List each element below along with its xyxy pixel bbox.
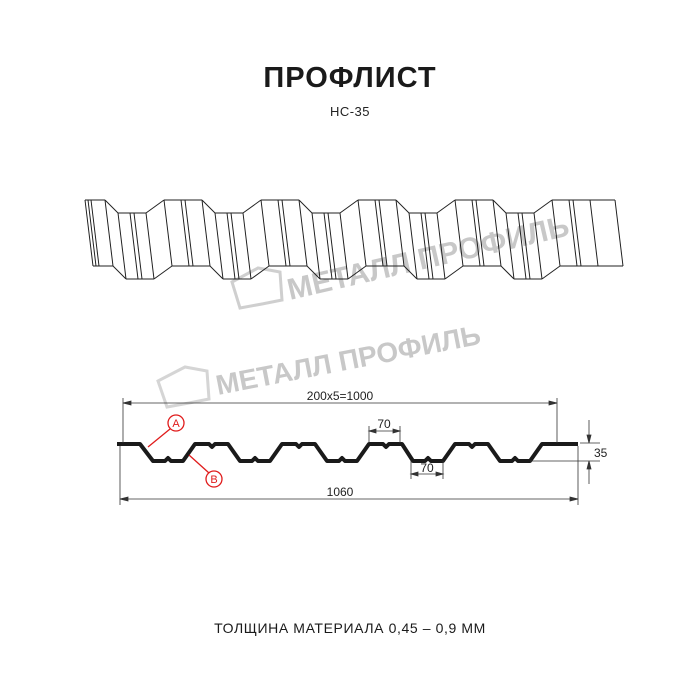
sheet-edge-line [347,265,367,280]
sheet-edge-line [500,265,515,280]
sheet-edge-line [424,212,434,280]
sheet-edge-line [436,199,456,214]
page-title: ПРОФЛИСТ [263,62,437,94]
marker-b [205,470,223,488]
sheet-edge-line [180,199,190,267]
sheet-edge-line [277,199,287,267]
dimension-pitch-label: 200x5=1000 [307,389,374,403]
sheet-edge-line [260,199,270,267]
sheet-edge-line [145,199,165,214]
sheet-edge-line [378,199,388,267]
sheet-edge-line [242,212,252,280]
sheet-edge-line [403,265,418,280]
product-model: НС-35 [329,104,371,119]
dimension-crest-label: 70 [377,417,391,431]
dimension-height-label: 35 [594,446,608,460]
marker-a-label: A [172,418,180,430]
sheet-edge-line [551,199,561,267]
sheet-edge-line [589,199,599,267]
dimension-valley-label: 70 [420,461,434,475]
dimension-lines [119,398,600,505]
sheet-edge-line [226,212,236,280]
material-thickness-note: ТОЛЩИНА МАТЕРИАЛА 0,45 – 0,9 ММ [214,620,486,636]
sheet-edge-line [250,265,270,280]
sheet-edge-line [104,199,119,214]
sheet-edge-line [117,212,127,280]
sheet-edge-line [242,199,262,214]
sheet-edge-line [104,199,114,267]
sheet-edge-line [153,265,173,280]
sheet-edge-line [444,265,464,280]
sheet-edge-line [112,265,127,280]
sheet-edge-line [84,199,94,267]
sheet-edge-line [145,212,155,280]
watermark-text: МЕТАЛЛ ПРОФИЛЬ [284,210,572,307]
sheet-edge-line [492,199,507,214]
sheet-edge-line [230,212,240,280]
sheet-edge-line [298,199,308,267]
sheet-edge-line [339,212,349,280]
sheet-edge-line [311,212,321,280]
sheet-edge-line [614,199,624,267]
dimension-width-label: 1060 [327,485,354,499]
sheet-edge-line [505,212,515,280]
sheet-edge-line [201,199,211,267]
marker-a-leader [147,428,171,448]
sheet-edge-line [339,199,359,214]
marker-b-leader [188,454,210,474]
sheet-edge-line [471,199,481,267]
sheet-edge-line [572,199,582,267]
sheet-edge-line [521,212,531,280]
sheet-edge-line [201,199,216,214]
sheet-edge-line [395,199,405,267]
sheet-edge-line [395,199,410,214]
sheet-edge-line [90,199,100,267]
sheet-edge-line [133,212,143,280]
sheet-edge-line [541,265,561,280]
watermark-logo-1: МЕТАЛЛ ПРОФИЛЬ [230,210,572,310]
sheet-edge-line [327,212,337,280]
sheet-edge-line [281,199,291,267]
sheet-edge-line [184,199,194,267]
sheet-edge-line [533,199,553,214]
marker-b-label: B [210,474,217,486]
sheet-edge-line [163,199,173,267]
sheet-edge-line [454,199,464,267]
sheet-edge-line [517,212,527,280]
sheet-edge-line [209,265,224,280]
sheet-edge-line [436,212,446,280]
sheet-edge-line [408,212,418,280]
sheet-edge-line [129,212,139,280]
sheet-edge-line [533,212,543,280]
sheet-edge-line [357,199,367,267]
sheet-edge-line [323,212,333,280]
isometric-sheet-view [84,199,624,280]
sheet-edge-line [492,199,502,267]
sheet-edge-line [87,199,97,267]
marker-a [167,414,185,432]
sheet-edge-line [214,212,224,280]
sheet-edge-line [420,212,430,280]
sheet-edge-line [568,199,578,267]
sheet-edge-line [298,199,313,214]
sheet-edge-line [306,265,321,280]
sheet-edge-line [475,199,485,267]
sheet-edge-line [374,199,384,267]
profile-cross-section [117,442,578,463]
